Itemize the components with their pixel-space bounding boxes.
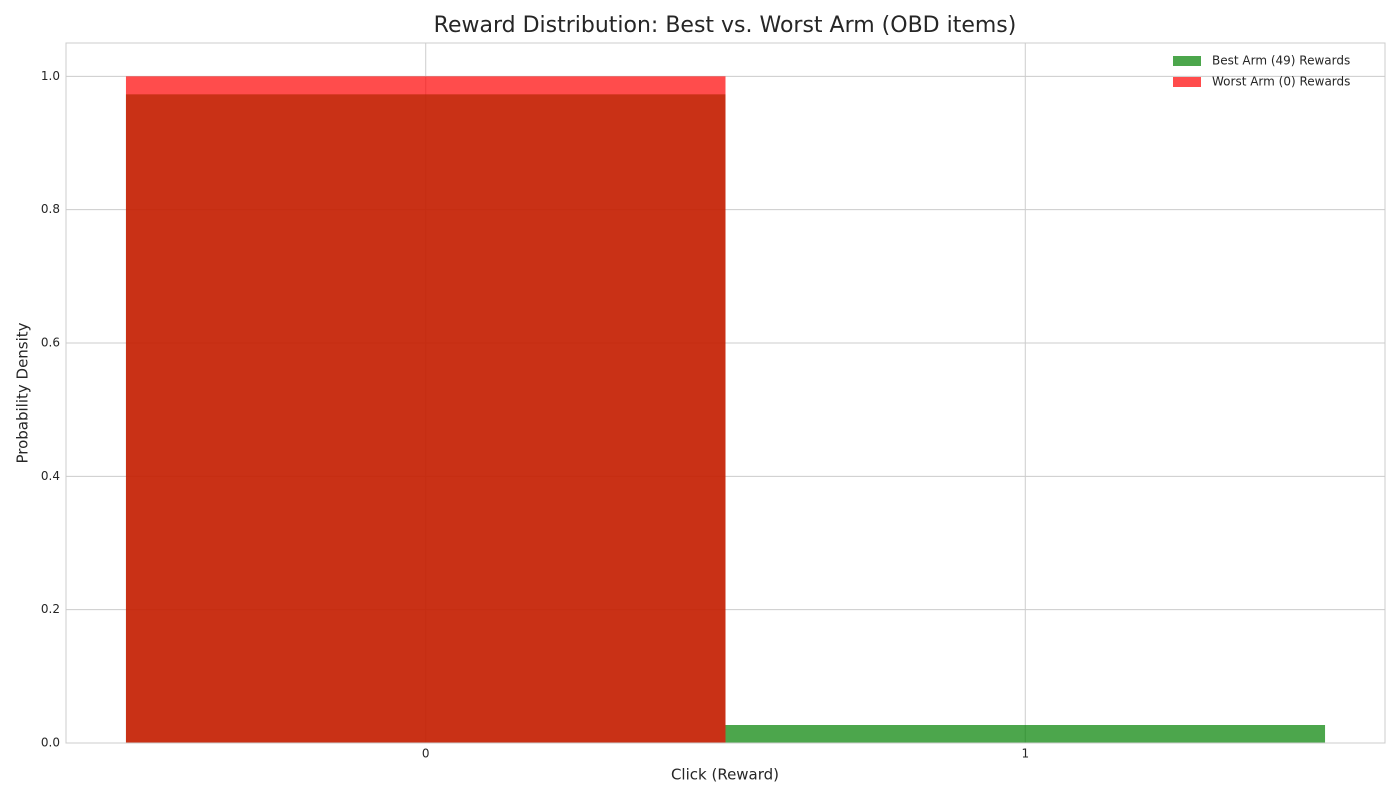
y-tick-label: 0.6	[41, 336, 60, 350]
y-tick-label: 0.2	[41, 602, 60, 616]
legend-swatch	[1173, 56, 1201, 66]
y-tick-label: 0.8	[41, 202, 60, 216]
y-tick-label: 1.0	[41, 69, 60, 83]
x-axis-label: Click (Reward)	[671, 766, 779, 784]
histogram-bar	[725, 725, 1326, 743]
histogram-bar	[125, 76, 726, 744]
legend-swatch	[1173, 77, 1201, 87]
y-tick-label: 0.0	[41, 736, 60, 750]
x-tick-label: 1	[1021, 747, 1029, 761]
x-tick-label: 0	[422, 747, 430, 761]
plot-frame	[65, 42, 1386, 744]
legend-label: Worst Arm (0) Rewards	[1212, 75, 1350, 89]
legend-label: Best Arm (49) Rewards	[1212, 54, 1350, 68]
y-axis-label: Probability Density	[14, 322, 32, 463]
y-tick-label: 0.4	[41, 469, 60, 483]
chart-title: Reward Distribution: Best vs. Worst Arm …	[434, 13, 1017, 38]
